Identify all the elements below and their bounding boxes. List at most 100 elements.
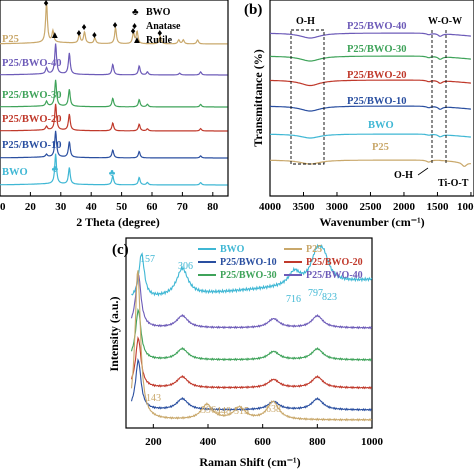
panel-c-ylabel: Intensity (a.u.) — [107, 296, 121, 371]
panel-a-ticks: 10 20 30 40 50 60 70 80 — [0, 192, 219, 213]
panel-b: (b) Transmittance (%) P25/BWO-40P25/BWO-… — [244, 0, 474, 229]
raman-peak-annotation-0: 157 — [140, 254, 155, 265]
raman-tick-label-4: 1000 — [361, 436, 384, 448]
xrd-peak-marker-6: ♦ — [157, 28, 162, 39]
raman-peak-annotation-7: 448 — [216, 406, 231, 417]
raman-tick-label-2: 600 — [254, 436, 271, 448]
ftir-tick-label-6: 1000 — [457, 201, 474, 213]
xrd-tick-label-1: 20 — [25, 201, 37, 213]
panel-c-frame — [125, 237, 373, 429]
panel-a-frame — [0, 0, 229, 197]
panel-b-annotation-oh-bottom: O-H — [394, 170, 413, 181]
raman-peak-annotation-6: 396 — [201, 405, 216, 416]
raman-peak-annotation-8: 515 — [234, 406, 249, 417]
xrd-legend-label-1: Anatase — [146, 21, 181, 32]
panel-c: (c) Intensity (a.u.) 200 400 600 800 1000 Ra… — [107, 237, 384, 469]
raman-peak-annotation-3: 797 — [308, 288, 323, 299]
raman-legend-label-5: P25/BWO-40 — [306, 270, 363, 281]
xrd-series-label-5: BWO — [2, 167, 28, 178]
ftir-curve-4 — [270, 133, 471, 139]
ftir-series-label-2: P25/BWO-20 — [347, 70, 407, 81]
raman-peak-annotation-4: 823 — [322, 292, 337, 303]
xrd-legend-symbol-0: ♣ — [132, 7, 139, 18]
xrd-curve-3 — [0, 103, 228, 132]
raman-legend-label-1: P25 — [306, 244, 322, 255]
xrd-peak-marker-0: ♦ — [44, 0, 49, 9]
raman-tick-label-3: 800 — [309, 436, 326, 448]
xrd-peak-marker-1: ♦ — [76, 28, 81, 39]
xrd-curve-4 — [0, 130, 228, 159]
xrd-tick-label-7: 80 — [207, 201, 219, 213]
panel-a-legend: ♣ BWO♦ Anatase▲ Rutile♦♦♦♦♦♦ ♦▲♣ ♣ — [44, 0, 181, 179]
panel-c-tag: (c) — [112, 242, 129, 258]
xrd-curve-2 — [0, 79, 228, 108]
panel-c-annotations: 157 306 716 797 823 143 396 448 515 638 — [140, 254, 337, 417]
ftir-series-label-5: P25 — [372, 142, 389, 153]
xrd-peak-marker-2: ♦ — [82, 22, 87, 33]
xrd-bwo-marker-1: ♣ — [109, 168, 116, 179]
ftir-tick-label-0: 4000 — [259, 201, 282, 213]
raman-curve-2 — [130, 308, 373, 362]
panel-a-xlabel: 2 Theta (degree) — [76, 215, 160, 229]
xrd-tick-label-5: 60 — [147, 201, 159, 213]
xrd-series-label-2: P25/BWO-30 — [2, 90, 62, 101]
xrd-curve-1 — [0, 43, 228, 76]
raman-curve-4 — [130, 358, 373, 412]
raman-curve-0 — [131, 243, 373, 297]
xrd-tick-label-2: 30 — [55, 201, 67, 213]
xrd-series-label-1: P25/BWO-40 — [2, 58, 62, 69]
xrd-tick-label-0: 10 — [0, 201, 6, 213]
ftir-tick-label-2: 3000 — [326, 201, 349, 213]
raman-tick-label-1: 400 — [200, 436, 217, 448]
ftir-curve-5 — [270, 159, 471, 167]
raman-legend-label-2: P25/BWO-10 — [220, 257, 277, 268]
xrd-legend-label-2: Rutile — [146, 35, 173, 46]
panel-a-curves: P25 P25/BWO-40 P25/BWO-30 P25/BWO-20 P25/BWO… — [0, 2, 228, 186]
ftir-series-label-4: BWO — [368, 120, 394, 131]
xrd-peak-marker-7: ▲ — [50, 30, 60, 41]
xrd-curve-0 — [0, 2, 228, 45]
raman-legend-label-0: BWO — [220, 244, 245, 255]
panel-b-frame — [269, 0, 474, 197]
xrd-legend-symbol-2: ▲ — [132, 35, 142, 46]
ftir-tick-label-4: 2000 — [393, 201, 416, 213]
panel-b-annotation-wow: W-O-W — [428, 16, 462, 27]
panel-c-xlabel: Raman Shift (cm⁻¹) — [199, 455, 300, 469]
raman-peak-annotation-2: 716 — [286, 294, 301, 305]
ftir-series-label-3: P25/BWO-10 — [347, 96, 407, 107]
xrd-peak-marker-5: ♦ — [130, 26, 135, 37]
xrd-legend-symbol-1: ♦ — [132, 21, 137, 32]
panel-b-xlabel: Wavenumber (cm⁻¹) — [319, 215, 424, 229]
xrd-bwo-marker-0: ♣ — [52, 164, 59, 175]
xrd-series-label-3: P25/BWO-20 — [2, 114, 62, 125]
xrd-peak-marker-3: ♦ — [92, 30, 97, 41]
raman-peak-annotation-1: 306 — [178, 261, 193, 272]
raman-peak-annotation-5: 143 — [146, 393, 161, 404]
panel-c-ticks: 200 400 600 800 1000 — [145, 424, 384, 448]
ftir-tick-label-5: 1500 — [426, 201, 449, 213]
panel-a: P25 P25/BWO-40 P25/BWO-30 P25/BWO-20 P25/BWO… — [0, 0, 229, 229]
panel-c-legend: BWO P25 P25/BWO-10 P25/BWO-20 P25/BWO-30 P25/… — [198, 244, 363, 281]
xrd-legend-label-0: BWO — [146, 7, 171, 18]
xrd-tick-label-3: 40 — [86, 201, 98, 213]
panel-b-tag: (b) — [244, 2, 262, 18]
panel-b-annotation-oh-top: O-H — [296, 16, 315, 27]
panel-c-curves — [130, 243, 373, 422]
panel-b-curves: P25/BWO-40 P25/BWO-30 P25/BWO-20 P25/BWO-10… — [270, 21, 471, 167]
ftir-curve-0 — [270, 32, 471, 39]
raman-legend-label-3: P25/BWO-20 — [306, 257, 363, 268]
xrd-tick-label-4: 50 — [116, 201, 128, 213]
ftir-curve-1 — [270, 55, 471, 62]
panel-b-annotation-tiot: Ti-O-T — [438, 178, 469, 189]
panel-b-oh-arrow — [417, 167, 429, 176]
ftir-series-label-0: P25/BWO-40 — [347, 21, 407, 32]
ftir-series-label-1: P25/BWO-30 — [347, 44, 407, 55]
raman-peak-annotation-9: 638 — [266, 404, 281, 415]
raman-tick-label-0: 200 — [145, 436, 162, 448]
ftir-tick-label-1: 3500 — [292, 201, 315, 213]
xrd-curve-5 — [0, 153, 228, 186]
panel-b-oh-box — [290, 29, 325, 165]
raman-legend-label-4: P25/BWO-30 — [220, 270, 277, 281]
xrd-tick-label-6: 70 — [177, 201, 189, 213]
